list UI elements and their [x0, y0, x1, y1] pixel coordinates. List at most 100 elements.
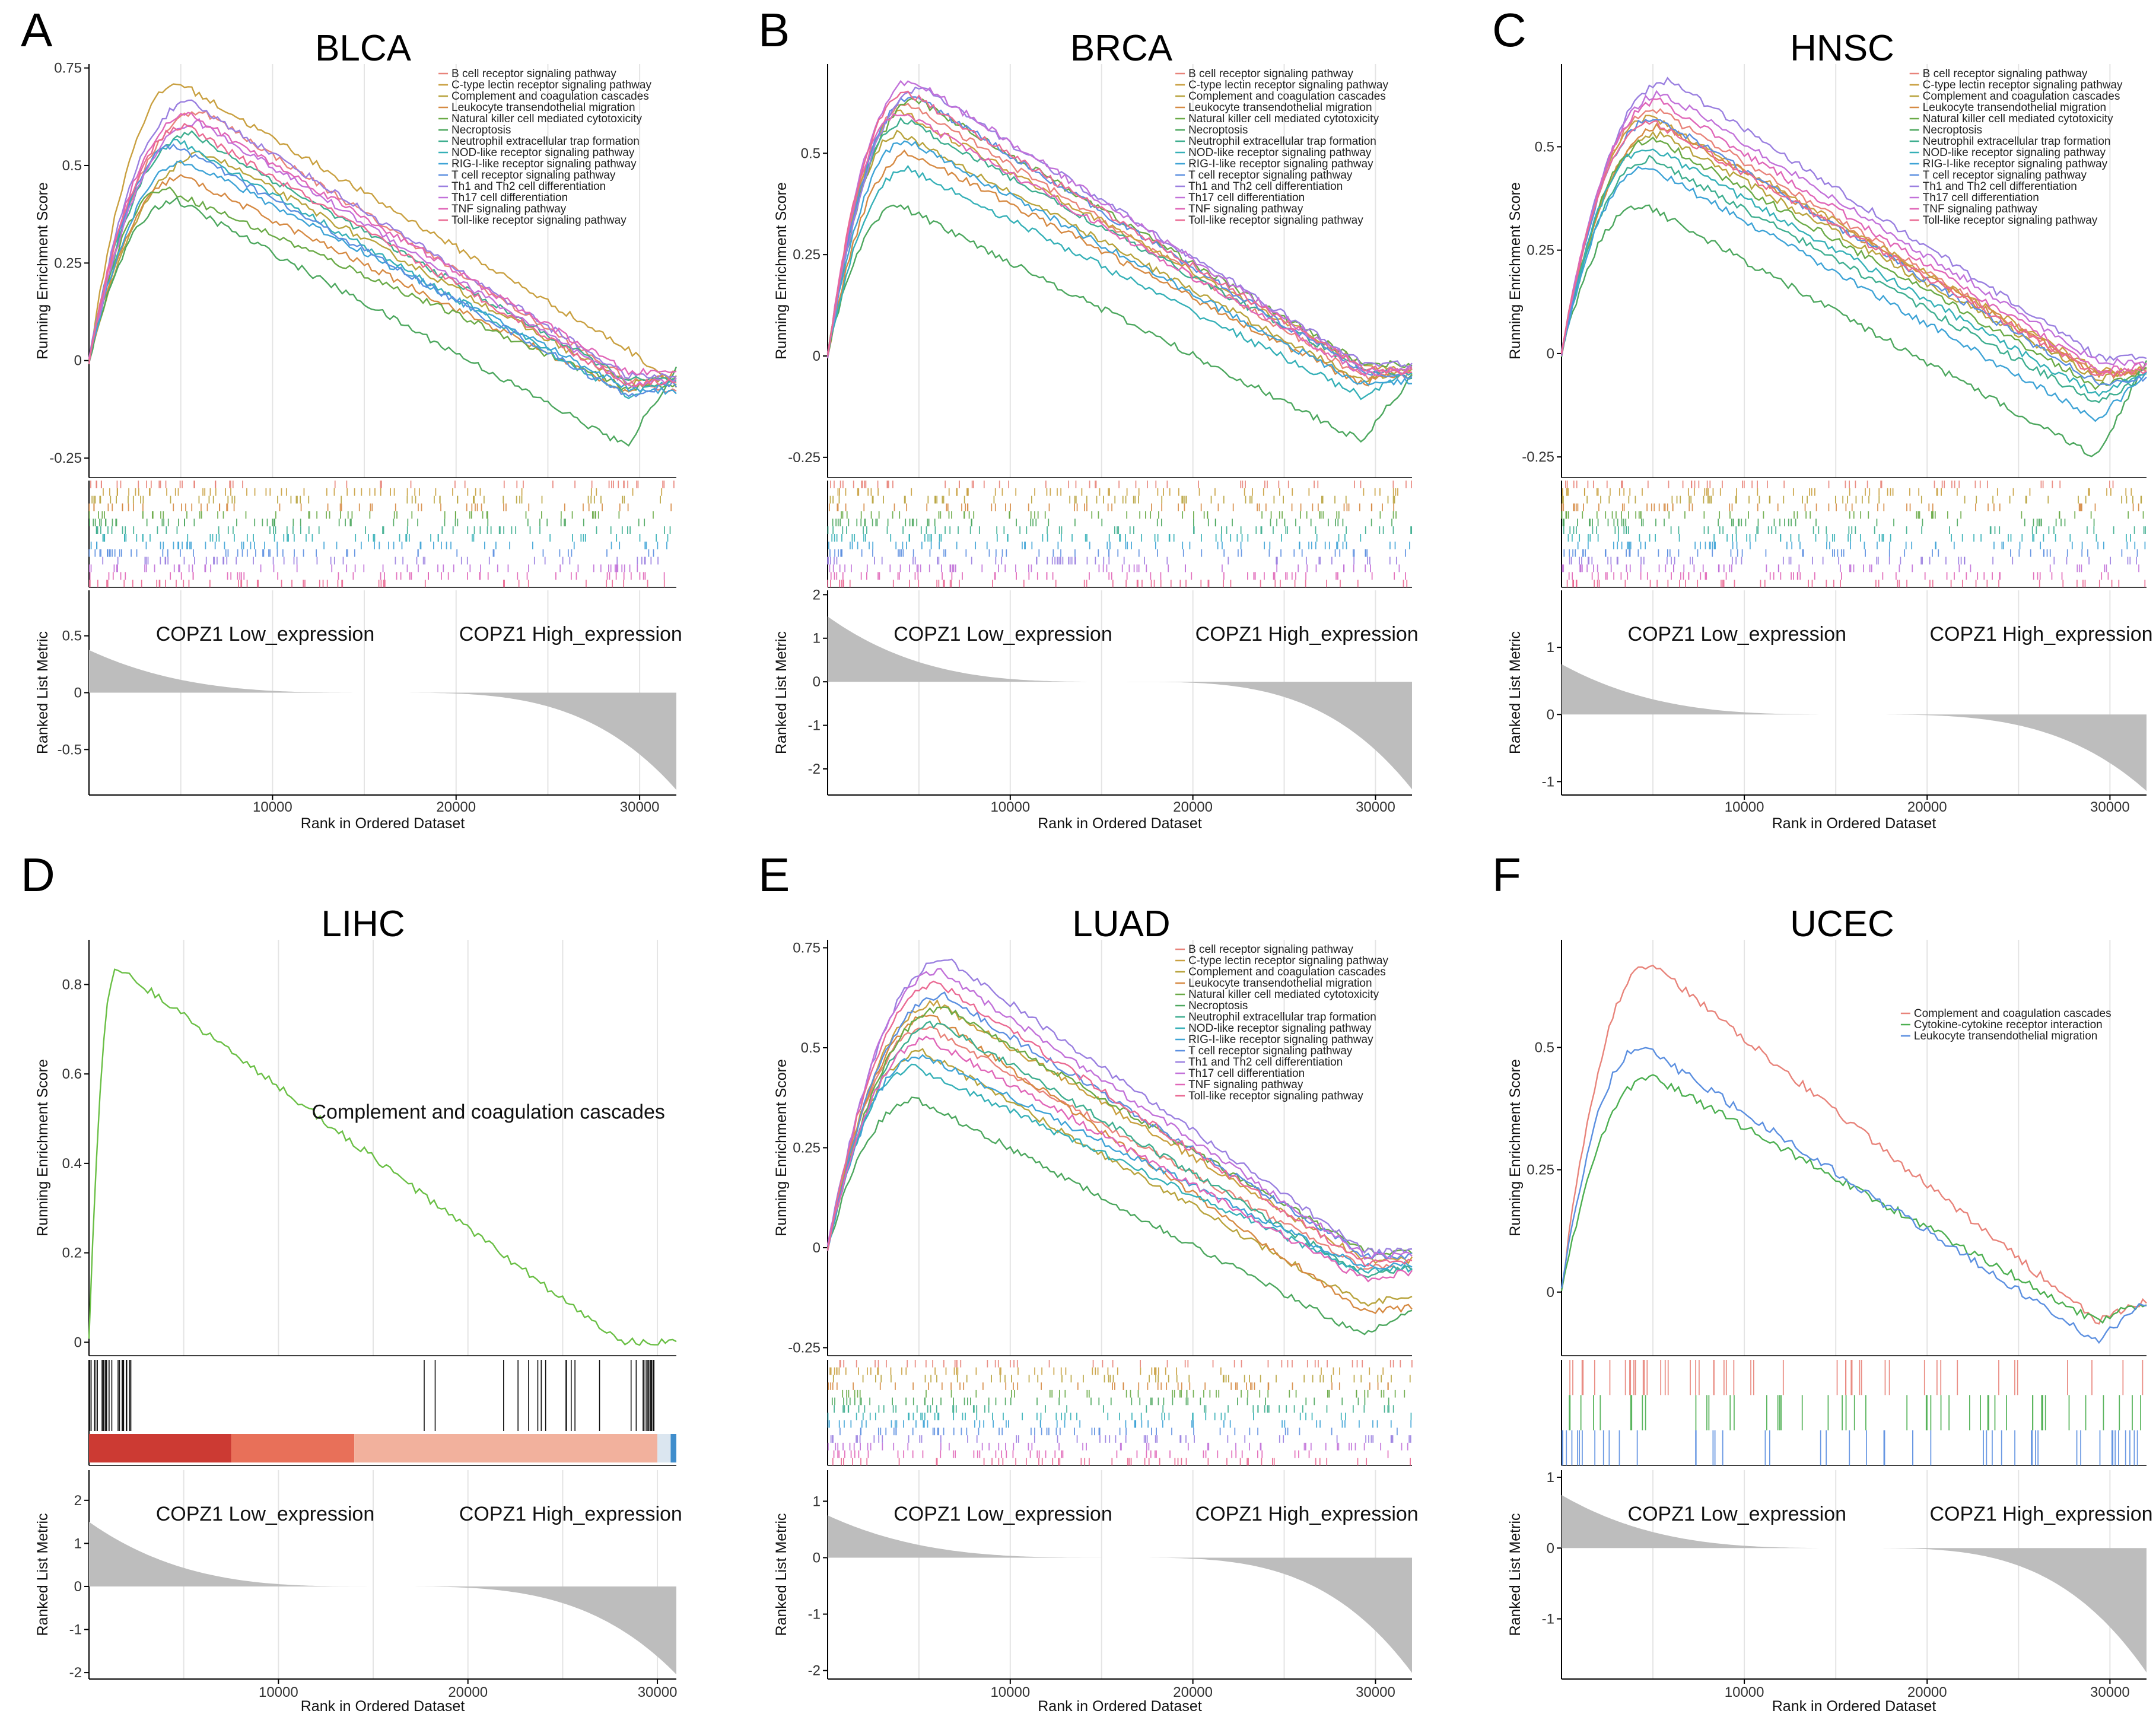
legend-label: C-type lectin receptor signaling pathway: [451, 79, 651, 91]
es-curve: [88, 160, 677, 395]
legend-label: Toll-like receptor signaling pathway: [1188, 214, 1363, 227]
metric-y-tick-label: 1: [813, 631, 821, 647]
low-expression-label: COPZ1 Low_expression: [156, 1503, 375, 1525]
es-curve: [1560, 964, 2147, 1325]
ranked-metric-area: [828, 1515, 1412, 1673]
high-expression-label: COPZ1 High_expression: [459, 1503, 682, 1525]
metric-y-axis-title: Ranked List Metric: [34, 1513, 51, 1636]
es-y-tick-label: 0.8: [62, 977, 82, 993]
es-y-axis-title: Running Enrichment Score: [773, 182, 790, 360]
legend-label: Leukocyte transendothelial migration: [1914, 1030, 2097, 1042]
es-y-tick-label: 0.25: [1527, 243, 1554, 259]
panel-title: BRCA: [1070, 28, 1173, 69]
ranked-metric-area: [1562, 664, 2147, 791]
legend-label: T cell receptor signaling pathway: [1923, 169, 2087, 182]
es-y-tick-label: 0.5: [1535, 1039, 1554, 1055]
legend-label: C-type lectin receptor signaling pathway: [1923, 79, 2123, 91]
es-y-axis-title: Running Enrichment Score: [34, 182, 51, 360]
es-y-tick-label: 0: [74, 353, 82, 369]
es-curve: [1560, 130, 2147, 381]
ranked-metric-area: [89, 650, 676, 790]
legend-label: B cell receptor signaling pathway: [451, 68, 616, 80]
hit-strip: [1562, 1360, 2144, 1465]
es-curve: [826, 1035, 1413, 1283]
legend-label: RIG-I-like receptor signaling pathway: [1188, 158, 1373, 170]
metric-y-tick-label: 2: [813, 587, 821, 603]
es-curve: [826, 1048, 1413, 1307]
es-y-tick-label: 0.25: [1527, 1162, 1554, 1178]
es-y-tick-label: 0.5: [801, 145, 821, 161]
es-curve: [1560, 115, 2147, 375]
metric-y-axis-title: Ranked List Metric: [1507, 631, 1524, 754]
es-curve: [1560, 119, 2147, 377]
legend-label: Natural killer cell mediated cytotoxicit…: [1188, 988, 1379, 1001]
legend-label: Necroptosis: [1923, 124, 1982, 136]
panel-title: UCEC: [1790, 904, 1894, 945]
es-curve: [1560, 97, 2148, 374]
es-curve: [88, 123, 677, 387]
legend-label: Toll-like receptor signaling pathway: [451, 214, 627, 227]
es-curve: [88, 196, 678, 447]
es-curve: [1560, 77, 2147, 363]
metric-y-tick-label: 0: [74, 1579, 82, 1595]
x-tick-label: 30000: [1356, 1684, 1395, 1700]
legend-label: Necroptosis: [1188, 1000, 1248, 1012]
es-curve: [826, 86, 1413, 368]
es-y-tick-label: -0.25: [788, 450, 821, 466]
metric-y-tick-label: -1: [808, 718, 821, 734]
es-curve: [1560, 204, 2148, 457]
es-curve: [1560, 148, 2147, 398]
x-tick-label: 30000: [2090, 799, 2130, 815]
legend: B cell receptor signaling pathwayC-type …: [1909, 68, 2123, 227]
x-tick-label: 30000: [2090, 1684, 2130, 1700]
es-curve: [826, 129, 1413, 383]
metric-y-tick-label: -1: [1542, 774, 1554, 790]
legend-label: NOD-like receptor signaling pathway: [1188, 147, 1372, 159]
high-expression-label: COPZ1 High_expression: [459, 623, 682, 646]
legend-label: Leukocyte transendothelial migration: [1923, 101, 2106, 114]
legend-label: Th1 and Th2 cell differentiation: [1188, 180, 1343, 193]
es-curve: [826, 80, 1413, 373]
panel-title: LIHC: [321, 904, 405, 945]
high-expression-label: COPZ1 High_expression: [1195, 1503, 1419, 1525]
es-curve: [88, 174, 677, 393]
x-axis-title: Rank in Ordered Dataset: [1772, 815, 1936, 832]
es-curve: [1560, 122, 2147, 380]
x-tick-label: 20000: [436, 799, 476, 815]
x-tick-label: 10000: [1725, 799, 1764, 815]
metric-y-tick-label: 1: [1547, 1470, 1554, 1486]
metric-y-tick-label: -2: [69, 1665, 82, 1681]
legend: B cell receptor signaling pathwayC-type …: [1175, 943, 1388, 1102]
es-curve: [826, 1096, 1413, 1336]
high-expression-label: COPZ1 High_expression: [1929, 623, 2152, 646]
metric-y-tick-label: 0: [813, 674, 821, 690]
metric-y-axis-title: Ranked List Metric: [773, 1513, 790, 1636]
rank-color-bar-segment: [89, 1434, 231, 1462]
es-y-tick-label: 0.75: [793, 940, 821, 956]
legend-label: Necroptosis: [451, 124, 511, 136]
legend-label: Th17 cell differentiation: [1923, 192, 2039, 204]
x-tick-label: 30000: [638, 1684, 678, 1700]
panel-f: F UCEC 0.5 0.25 0 1 0 -1 10000 20000 30000 Running …: [1492, 848, 2153, 1715]
legend-label: NOD-like receptor signaling pathway: [451, 147, 635, 159]
panel-title: BLCA: [315, 28, 412, 69]
legend-label: Leukocyte transendothelial migration: [1188, 101, 1372, 114]
panel-b: B BRCA 0.5 0.25 0 -0.25 2 1 0 -1 -2 10000 20000 30000…: [758, 4, 1419, 832]
legend-label: Th1 and Th2 cell differentiation: [451, 180, 606, 193]
es-y-tick-label: 0.5: [62, 158, 82, 174]
legend-label: Neutrophil extracellular trap formation: [1188, 135, 1376, 148]
es-curve: [826, 113, 1413, 377]
legend: B cell receptor signaling pathwayC-type …: [438, 68, 651, 227]
es-curve: [88, 112, 677, 376]
es-curve: [826, 140, 1413, 386]
hit-strip: [1561, 481, 2146, 587]
low-expression-label: COPZ1 Low_expression: [893, 623, 1112, 646]
x-tick-label: 30000: [620, 799, 660, 815]
es-curve: [826, 90, 1413, 376]
legend: B cell receptor signaling pathwayC-type …: [1175, 68, 1388, 227]
low-expression-label: COPZ1 Low_expression: [893, 1503, 1112, 1525]
metric-y-tick-label: 0.5: [62, 628, 82, 644]
hit-strip: [827, 481, 1413, 587]
x-axis-title: Rank in Ordered Dataset: [1038, 815, 1202, 832]
rank-color-bar-segment: [354, 1434, 658, 1462]
